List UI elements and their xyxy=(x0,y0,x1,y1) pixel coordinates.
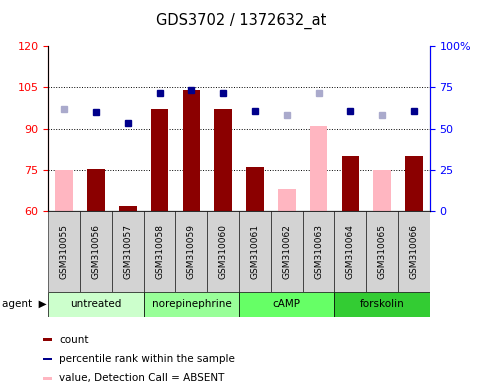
Text: GSM310061: GSM310061 xyxy=(251,224,259,279)
Bar xyxy=(246,167,264,211)
Bar xyxy=(183,90,200,211)
Bar xyxy=(341,156,359,211)
FancyBboxPatch shape xyxy=(144,292,239,317)
Text: percentile rank within the sample: percentile rank within the sample xyxy=(59,354,235,364)
Bar xyxy=(43,339,53,341)
Text: GSM310062: GSM310062 xyxy=(282,224,291,279)
Text: value, Detection Call = ABSENT: value, Detection Call = ABSENT xyxy=(59,373,225,383)
Text: GSM310059: GSM310059 xyxy=(187,224,196,279)
Text: GSM310066: GSM310066 xyxy=(410,224,418,279)
Text: GSM310063: GSM310063 xyxy=(314,224,323,279)
Bar xyxy=(214,109,232,211)
Bar xyxy=(87,169,105,211)
Text: cAMP: cAMP xyxy=(273,299,301,310)
Bar xyxy=(43,358,53,360)
FancyBboxPatch shape xyxy=(48,211,80,292)
Bar xyxy=(405,156,423,211)
Text: GSM310064: GSM310064 xyxy=(346,224,355,279)
Bar xyxy=(151,109,169,211)
FancyBboxPatch shape xyxy=(48,292,144,317)
FancyBboxPatch shape xyxy=(335,292,430,317)
FancyBboxPatch shape xyxy=(239,292,335,317)
FancyBboxPatch shape xyxy=(112,211,144,292)
Text: GSM310057: GSM310057 xyxy=(123,224,132,279)
Text: GSM310058: GSM310058 xyxy=(155,224,164,279)
FancyBboxPatch shape xyxy=(366,211,398,292)
Text: GSM310056: GSM310056 xyxy=(91,224,100,279)
Bar xyxy=(56,170,73,211)
Bar xyxy=(310,126,327,211)
Bar xyxy=(119,206,137,211)
Text: untreated: untreated xyxy=(71,299,122,310)
Text: count: count xyxy=(59,335,88,345)
FancyBboxPatch shape xyxy=(207,211,239,292)
Text: GSM310055: GSM310055 xyxy=(60,224,69,279)
FancyBboxPatch shape xyxy=(398,211,430,292)
Bar xyxy=(373,170,391,211)
FancyBboxPatch shape xyxy=(144,211,175,292)
FancyBboxPatch shape xyxy=(175,211,207,292)
Bar xyxy=(278,189,296,211)
FancyBboxPatch shape xyxy=(80,211,112,292)
FancyBboxPatch shape xyxy=(303,211,335,292)
Bar xyxy=(43,377,53,379)
Text: norepinephrine: norepinephrine xyxy=(152,299,231,310)
Text: GSM310060: GSM310060 xyxy=(219,224,227,279)
Text: GSM310065: GSM310065 xyxy=(378,224,387,279)
FancyBboxPatch shape xyxy=(335,211,366,292)
FancyBboxPatch shape xyxy=(239,211,271,292)
Text: forskolin: forskolin xyxy=(360,299,405,310)
Text: agent  ▶: agent ▶ xyxy=(2,299,47,310)
FancyBboxPatch shape xyxy=(271,211,303,292)
Text: GDS3702 / 1372632_at: GDS3702 / 1372632_at xyxy=(156,13,327,29)
